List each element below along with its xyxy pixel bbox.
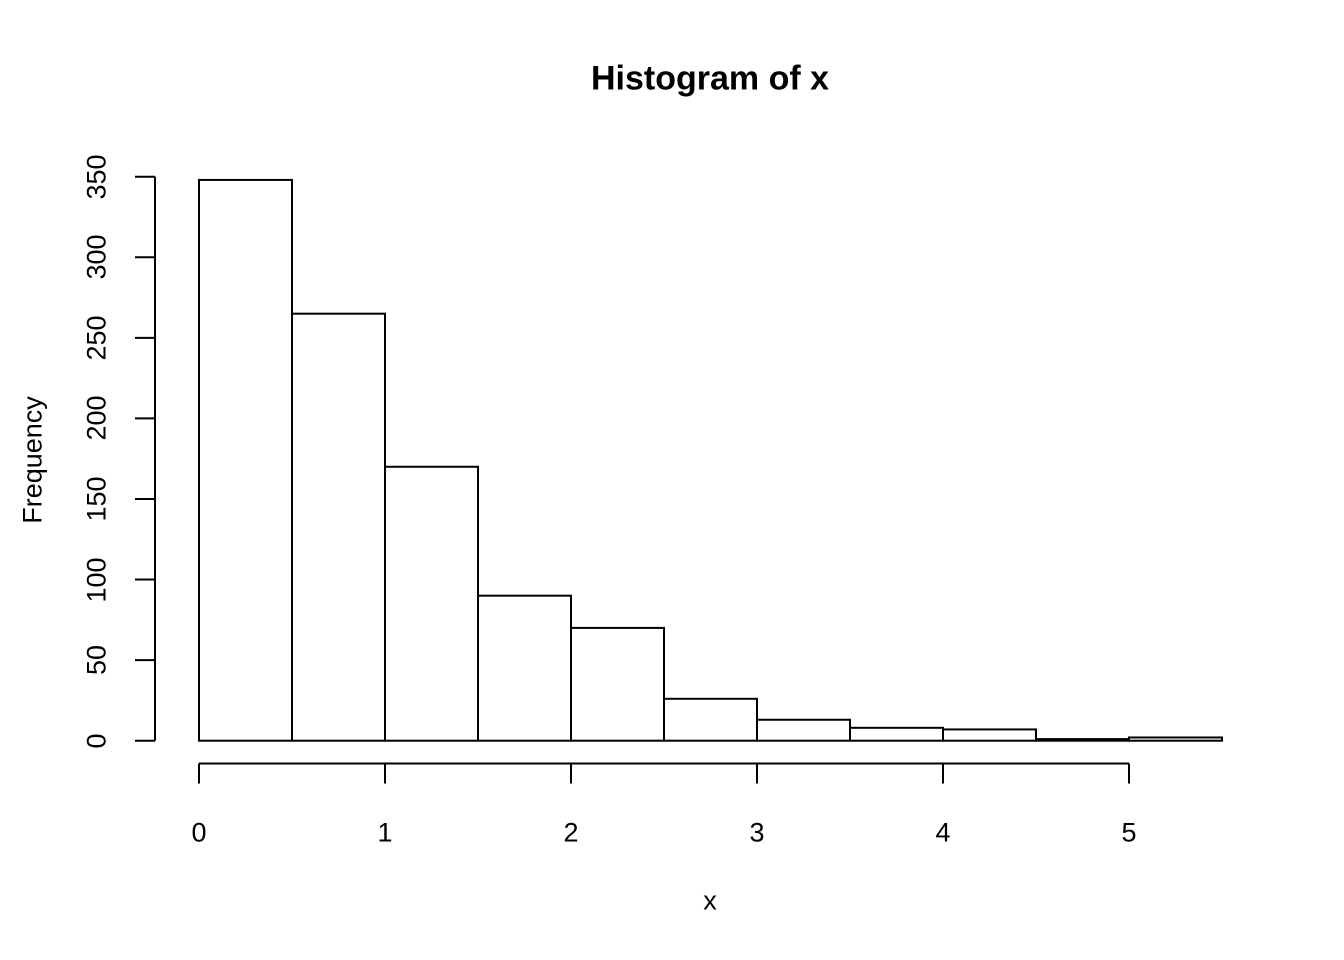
histogram-bars [198,178,1223,742]
histogram-bar [384,465,479,742]
histogram-bar [1035,738,1130,742]
x-axis-title: x [703,885,717,916]
histogram-bar [942,728,1037,742]
histogram-bar [663,697,758,742]
histogram-bar [570,626,665,742]
histogram-bar [198,178,293,742]
histogram-bar [756,718,851,742]
histogram-bar [1128,736,1223,742]
histogram-bar [477,594,572,742]
histogram-bar [291,312,386,742]
chart-title: Histogram of x [590,59,830,98]
histogram-bar [849,726,944,742]
